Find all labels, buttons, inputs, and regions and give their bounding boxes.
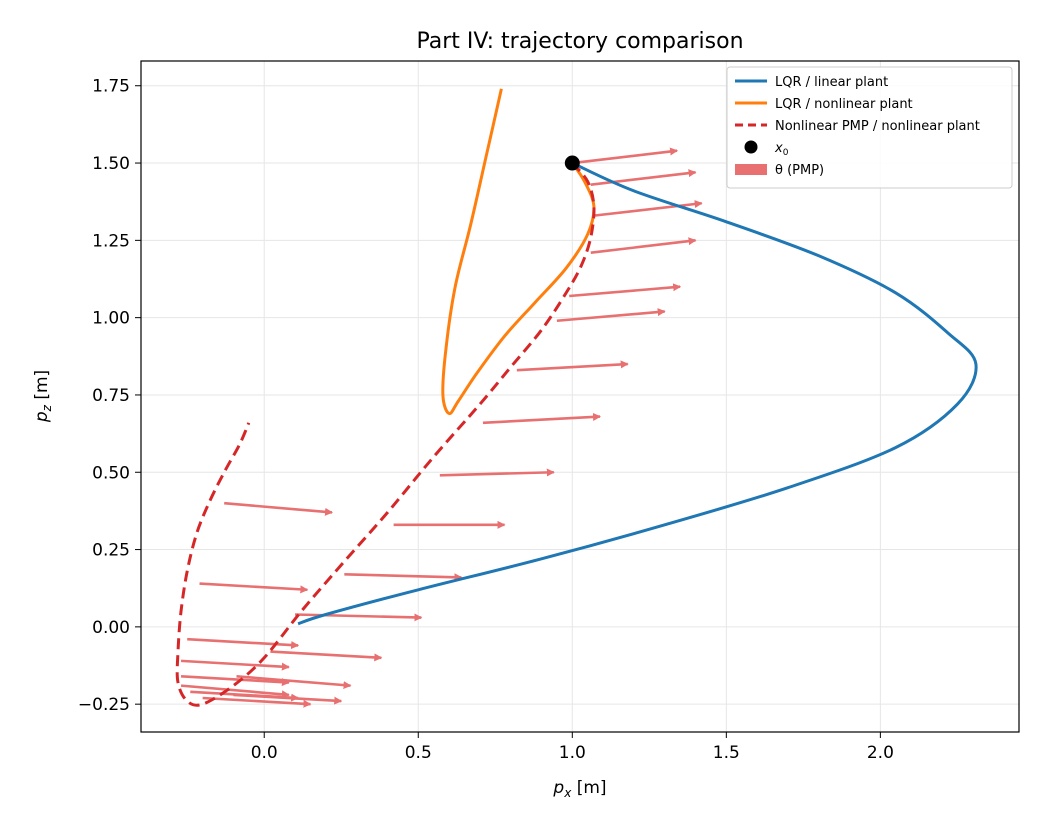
theta-arrow [295, 613, 423, 622]
legend-label: LQR / linear plant [775, 75, 888, 90]
y-tick-label: 1.25 [92, 231, 130, 251]
x-axis-label: px [m] [552, 778, 606, 800]
x0-marker [564, 155, 580, 171]
x-tick-label: 2.0 [867, 743, 894, 763]
x-tick-label: 1.0 [559, 743, 586, 763]
x-tick-label: 1.5 [713, 743, 740, 763]
theta-arrow [270, 650, 383, 662]
theta-arrow [180, 659, 290, 671]
plot-frame [140, 60, 1020, 733]
theta-arrow [180, 675, 290, 687]
y-axis-label: pz [m] [32, 370, 54, 423]
y-axis-label-sub: z [40, 404, 54, 412]
y-tick-label: 0.75 [92, 386, 130, 406]
theta-arrow [224, 501, 333, 516]
x0-marker-group [564, 155, 580, 171]
theta-arrow [482, 412, 602, 425]
legend-label: LQR / nonlinear plant [775, 97, 913, 112]
theta-arrows [180, 147, 703, 708]
y-tick-label: −0.25 [78, 695, 130, 715]
theta-arrow [199, 582, 309, 594]
y-tick-label: 0.25 [92, 541, 130, 561]
pmp-nonlinear-plant-line [175, 162, 596, 707]
legend-label: Nonlinear PMP / nonlinear plant [775, 119, 980, 134]
lqr-nonlinear-plant-line [441, 88, 596, 416]
legend-swatch [744, 140, 758, 154]
theta-arrow [344, 573, 463, 582]
theta-arrow [236, 675, 352, 690]
theta-arrow [590, 169, 697, 186]
theta-arrow [439, 468, 555, 477]
theta-arrow [516, 360, 629, 372]
y-tick-label: 0.50 [92, 463, 130, 483]
y-tick-label: 1.50 [92, 154, 130, 174]
theta-arrow [569, 283, 682, 298]
x-axis-label-unit: [m] [571, 778, 606, 798]
legend-label: θ (PMP) [775, 163, 824, 178]
theta-arrow [572, 147, 679, 165]
legend: LQR / linear plant LQR / nonlinear plant N… [726, 66, 1013, 189]
legend-box [726, 66, 1013, 189]
theta-arrow [590, 237, 697, 255]
legend-label: x0 [774, 141, 789, 158]
theta-arrow [593, 200, 703, 217]
lqr-linear-plant-line [297, 161, 978, 626]
x-tick-label: 0.5 [405, 743, 432, 763]
series-lines [175, 88, 978, 707]
y-tick-label: 1.75 [92, 77, 130, 97]
x-axis-label-sub: x [563, 786, 572, 800]
ticks: 0.0 0.5 1.0 1.5 2.0 −0.25 0.00 0.25 0.50 0.75 1.00… [78, 77, 894, 763]
x-tick-label: 0.0 [251, 743, 278, 763]
legend-swatch [735, 164, 767, 175]
y-tick-label: 0.00 [92, 618, 130, 638]
theta-arrow [202, 696, 312, 708]
x-axis-label-main: p [552, 778, 564, 798]
y-axis-label-unit: [m] [32, 370, 52, 405]
theta-arrow [233, 693, 343, 705]
y-tick-label: 1.00 [92, 309, 130, 329]
chart-title: Part IV: trajectory comparison [416, 29, 743, 54]
theta-arrow [187, 637, 300, 650]
theta-arrow [180, 684, 290, 699]
y-axis-label-main: p [32, 411, 52, 423]
theta-arrow [556, 308, 666, 323]
